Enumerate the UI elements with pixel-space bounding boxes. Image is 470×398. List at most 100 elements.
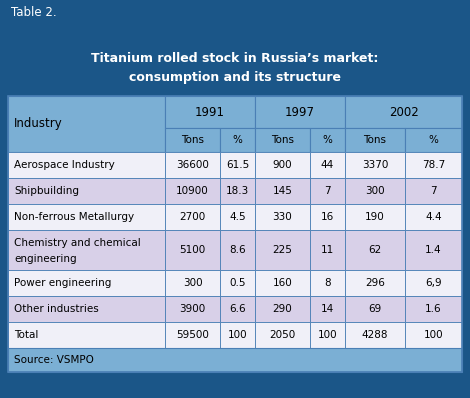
Text: 100: 100	[227, 330, 247, 340]
Text: %: %	[429, 135, 439, 145]
Bar	[345, 96, 462, 128]
Bar	[8, 348, 462, 372]
Text: 225: 225	[273, 245, 292, 255]
Bar	[220, 178, 255, 204]
Text: 300: 300	[365, 186, 385, 196]
Text: 4.4: 4.4	[425, 212, 442, 222]
Text: 300: 300	[183, 278, 202, 288]
Bar	[345, 128, 405, 152]
Text: 78.7: 78.7	[422, 160, 445, 170]
Bar	[405, 270, 462, 296]
Text: 2050: 2050	[269, 330, 296, 340]
Text: 145: 145	[273, 186, 292, 196]
Text: Chemistry and chemical: Chemistry and chemical	[14, 238, 141, 248]
Bar	[405, 230, 462, 270]
Text: Tons: Tons	[271, 135, 294, 145]
Bar	[220, 128, 255, 152]
Bar	[165, 128, 220, 152]
Bar	[220, 152, 255, 178]
Text: 8.6: 8.6	[229, 245, 246, 255]
Text: 0.5: 0.5	[229, 278, 246, 288]
Text: Tons: Tons	[363, 135, 386, 145]
Text: 62: 62	[368, 245, 382, 255]
Text: 11: 11	[321, 245, 334, 255]
Text: Shipbuilding: Shipbuilding	[14, 186, 79, 196]
Bar	[310, 230, 345, 270]
Bar	[255, 204, 310, 230]
Bar	[165, 96, 255, 128]
Bar	[8, 322, 165, 348]
Bar	[255, 270, 310, 296]
Bar	[345, 296, 405, 322]
Bar	[310, 204, 345, 230]
Bar	[310, 296, 345, 322]
Bar	[405, 322, 462, 348]
Text: Tons: Tons	[181, 135, 204, 145]
Bar	[255, 230, 310, 270]
Bar	[345, 322, 405, 348]
Bar	[255, 128, 310, 152]
Text: 6.6: 6.6	[229, 304, 246, 314]
Bar	[405, 204, 462, 230]
Text: 61.5: 61.5	[226, 160, 249, 170]
Bar	[345, 270, 405, 296]
Bar	[165, 178, 220, 204]
Bar	[255, 296, 310, 322]
Bar	[220, 230, 255, 270]
Text: 59500: 59500	[176, 330, 209, 340]
Bar	[405, 152, 462, 178]
Bar	[255, 152, 310, 178]
Bar	[345, 152, 405, 178]
Text: 1.6: 1.6	[425, 304, 442, 314]
Text: Source: VSMPO: Source: VSMPO	[14, 355, 94, 365]
Bar	[310, 178, 345, 204]
Text: 6,9: 6,9	[425, 278, 442, 288]
Text: Table 2.: Table 2.	[11, 6, 56, 20]
Text: 4.5: 4.5	[229, 212, 246, 222]
Bar	[8, 96, 165, 152]
Bar	[165, 270, 220, 296]
Text: Other industries: Other industries	[14, 304, 99, 314]
Bar	[255, 178, 310, 204]
Bar	[405, 128, 462, 152]
Bar	[255, 322, 310, 348]
Text: 5100: 5100	[180, 245, 206, 255]
Bar	[8, 96, 462, 372]
Text: 10900: 10900	[176, 186, 209, 196]
Text: 7: 7	[324, 186, 331, 196]
Bar	[310, 270, 345, 296]
Text: 1997: 1997	[285, 105, 315, 119]
Bar	[165, 322, 220, 348]
Text: 7: 7	[430, 186, 437, 196]
Bar	[8, 270, 165, 296]
Bar	[8, 178, 165, 204]
Text: 330: 330	[273, 212, 292, 222]
Text: 69: 69	[368, 304, 382, 314]
Text: 14: 14	[321, 304, 334, 314]
Text: Titanium rolled stock in Russia’s market:: Titanium rolled stock in Russia’s market…	[91, 51, 379, 64]
Text: %: %	[322, 135, 332, 145]
Bar	[8, 152, 165, 178]
Text: %: %	[233, 135, 243, 145]
Text: 900: 900	[273, 160, 292, 170]
Text: 190: 190	[365, 212, 385, 222]
Text: Industry: Industry	[14, 117, 63, 131]
Text: 290: 290	[273, 304, 292, 314]
Text: 296: 296	[365, 278, 385, 288]
Text: 160: 160	[273, 278, 292, 288]
Text: Total: Total	[14, 330, 39, 340]
Text: Aerospace Industry: Aerospace Industry	[14, 160, 115, 170]
Text: Non-ferrous Metallurgy: Non-ferrous Metallurgy	[14, 212, 134, 222]
Bar	[255, 96, 345, 128]
Bar	[310, 128, 345, 152]
Bar	[220, 322, 255, 348]
Text: 8: 8	[324, 278, 331, 288]
Bar	[220, 204, 255, 230]
Bar	[8, 204, 165, 230]
Bar	[220, 296, 255, 322]
Bar	[220, 270, 255, 296]
Text: 36600: 36600	[176, 160, 209, 170]
Text: 100: 100	[318, 330, 337, 340]
Bar	[165, 204, 220, 230]
Bar	[165, 152, 220, 178]
